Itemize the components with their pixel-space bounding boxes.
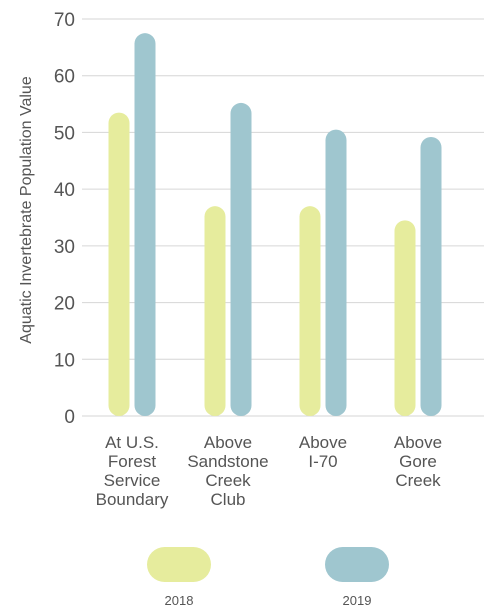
legend: 2018 2019	[147, 547, 389, 608]
bar-2019	[325, 129, 347, 417]
legend-swatch-2018	[147, 547, 211, 582]
bar-2018	[394, 220, 416, 416]
bar-2019	[134, 33, 156, 417]
x-category-label: Above I-70	[299, 433, 347, 471]
y-tick-label: 40	[54, 180, 75, 201]
legend-swatch-2019	[325, 547, 389, 582]
y-tick-label: 60	[54, 67, 75, 88]
x-category-label: At U.S. Forest Service Boundary	[96, 433, 169, 509]
y-axis-ticks: 0 10 20 30 40 50 60 70	[54, 10, 75, 428]
bar-2018	[204, 206, 226, 416]
bar-2019	[420, 136, 442, 417]
x-category-label: Above Gore Creek	[394, 433, 442, 490]
y-tick-label: 70	[54, 10, 75, 31]
y-axis-title: Aquatic Invertebrate Population Value	[18, 76, 35, 344]
y-tick-label: 30	[54, 237, 75, 258]
x-category-label: Above Sandstone Creek Club	[187, 433, 268, 509]
legend-label-2019: 2019	[343, 593, 372, 608]
y-tick-label: 20	[54, 294, 75, 315]
bars	[108, 33, 442, 417]
bar-2018	[108, 112, 130, 416]
legend-label-2018: 2018	[165, 593, 194, 608]
y-tick-label: 10	[54, 350, 75, 371]
bar-2018	[299, 206, 321, 416]
y-tick-label: 50	[54, 123, 75, 144]
bar-2019	[230, 102, 252, 417]
y-tick-label: 0	[64, 407, 75, 428]
